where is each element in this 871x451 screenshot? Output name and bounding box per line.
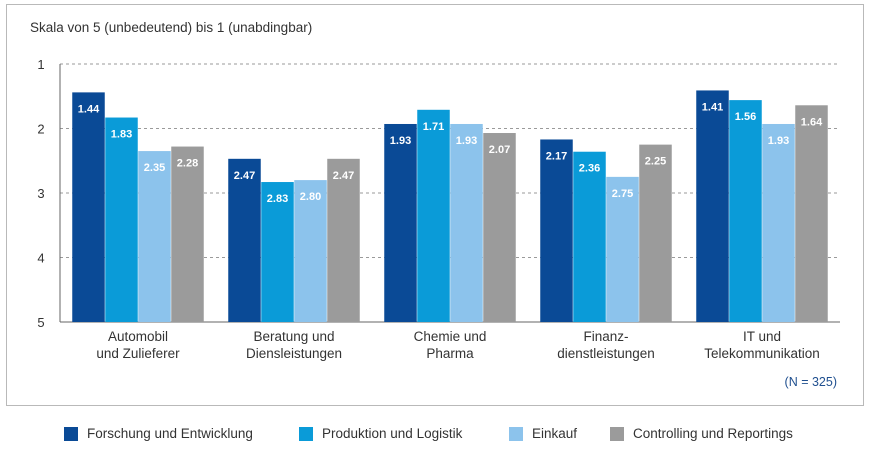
legend-label-produktion: Produktion und Logistik	[322, 426, 463, 441]
bar	[795, 105, 828, 322]
bar	[483, 133, 516, 322]
category-label: Pharma	[426, 346, 474, 361]
category-label: Beratung und	[253, 329, 334, 344]
bar	[417, 109, 450, 322]
legend-item-einkauf: Einkauf	[509, 426, 577, 441]
bar-value-label: 2.75	[612, 188, 633, 200]
bar-value-label: 1.56	[735, 111, 756, 123]
bar-value-label: 1.93	[768, 135, 789, 147]
bar-value-label: 2.80	[300, 191, 321, 203]
y-tick-label: 4	[37, 251, 44, 266]
legend-label-controlling: Controlling und Reportings	[633, 426, 793, 441]
bar-value-label: 2.47	[333, 170, 354, 182]
bar-value-label: 2.47	[234, 170, 255, 182]
bar	[573, 151, 606, 322]
bar-value-label: 1.93	[456, 135, 477, 147]
bar	[294, 180, 327, 322]
bar	[450, 123, 483, 322]
chart-frame	[6, 4, 864, 406]
bar-value-label: 2.17	[546, 150, 567, 162]
legend-swatch-forschung	[64, 426, 78, 441]
bar	[138, 151, 171, 322]
category-label: Chemie und	[414, 329, 487, 344]
category-label: Telekommunikation	[704, 346, 820, 361]
bar	[72, 92, 105, 322]
legend-swatch-einkauf	[509, 426, 523, 441]
bar	[639, 144, 672, 322]
y-tick-label: 2	[37, 122, 44, 137]
category-label: Automobil	[108, 329, 168, 344]
legend-label-einkauf: Einkauf	[532, 426, 578, 441]
legend-item-controlling: Controlling und Reportings	[610, 426, 793, 441]
legend-swatch-produktion	[299, 426, 313, 441]
bar-value-label: 1.93	[390, 135, 411, 147]
category-label: und Zulieferer	[96, 346, 180, 361]
category-label: IT und	[743, 329, 781, 344]
bar-value-label: 2.28	[177, 158, 198, 170]
bar-value-label: 1.64	[801, 116, 823, 128]
bar-value-label: 2.35	[144, 162, 165, 174]
legend-item-forschung: Forschung und Entwicklung	[64, 426, 253, 441]
bar-value-label: 1.83	[111, 129, 132, 141]
bar-value-label: 2.07	[489, 144, 510, 156]
bar-value-label: 2.36	[579, 163, 600, 175]
bar	[762, 123, 795, 322]
category-label: Diensleistungen	[246, 346, 342, 361]
sample-size-note: (N = 325)	[784, 375, 837, 389]
category-label: Finanz-	[583, 329, 628, 344]
legend-item-produktion: Produktion und Logistik	[299, 426, 462, 441]
bar-value-label: 1.41	[702, 101, 723, 113]
y-tick-label: 1	[37, 57, 44, 72]
bar	[729, 100, 762, 323]
legend: Forschung und Entwicklung Produktion und…	[0, 426, 871, 448]
legend-label-forschung: Forschung und Entwicklung	[87, 426, 253, 441]
bar	[261, 182, 294, 322]
category-label: dienstleistungen	[557, 346, 655, 361]
chart-subtitle: Skala von 5 (unbedeutend) bis 1 (unabdin…	[30, 20, 313, 35]
bar	[327, 158, 360, 322]
bar-value-label: 2.25	[645, 156, 666, 168]
bar-value-label: 2.83	[267, 193, 288, 205]
bar	[228, 158, 261, 322]
y-tick-label: 3	[37, 186, 44, 201]
bar-value-label: 1.44	[78, 103, 100, 115]
bar	[606, 176, 639, 322]
y-tick-label: 5	[37, 315, 44, 330]
bar-value-label: 1.71	[423, 121, 444, 133]
bar	[171, 146, 204, 322]
bar	[384, 123, 417, 322]
legend-swatch-controlling	[610, 426, 624, 441]
bar	[105, 117, 138, 322]
bar	[696, 90, 729, 322]
bar	[540, 139, 573, 322]
